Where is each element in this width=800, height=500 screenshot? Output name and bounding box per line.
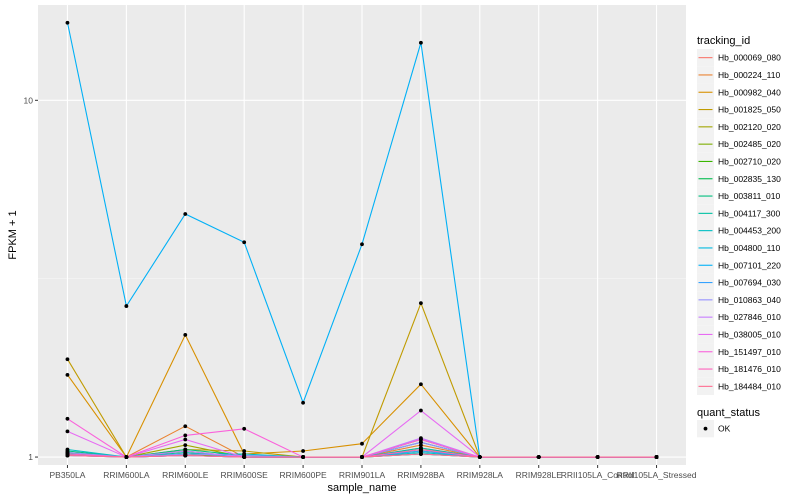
data-point <box>301 400 305 405</box>
data-point <box>65 453 70 458</box>
data-point <box>419 382 423 387</box>
x-tick-label: RRIM600PE <box>279 470 327 480</box>
legend-entry-label: Hb_002120_020 <box>718 122 781 132</box>
data-point <box>419 408 423 413</box>
data-point <box>65 357 70 362</box>
legend-entry-label: Hb_003811_010 <box>718 191 781 201</box>
legend-entry-label: Hb_004800_110 <box>718 243 781 253</box>
data-point <box>419 437 423 442</box>
legend-entry-label: Hb_038005_010 <box>718 329 781 339</box>
data-points <box>65 20 659 459</box>
legend-quant-status: quant_status OK <box>697 407 760 438</box>
legend-entry-label: Hb_007694_030 <box>718 278 781 288</box>
data-point <box>301 455 305 459</box>
legend-entry-label: Hb_151497_010 <box>718 347 781 357</box>
data-point <box>65 429 70 434</box>
data-point <box>477 455 482 459</box>
data-point <box>183 424 188 429</box>
data-point <box>183 449 188 453</box>
legend-entry-label: Hb_001825_050 <box>718 105 781 115</box>
data-point <box>65 20 70 25</box>
data-point <box>183 453 188 458</box>
legend-entry-label: Hb_010863_040 <box>718 295 781 305</box>
legend-entry-label: Hb_000069_080 <box>718 53 781 63</box>
data-point <box>242 455 247 459</box>
x-axis-title: sample_name <box>327 482 396 494</box>
data-point <box>654 455 659 459</box>
legend-entry-label: Hb_000224_110 <box>718 70 781 80</box>
data-point <box>360 441 364 446</box>
legend-entry-label: Hb_002835_130 <box>718 174 781 184</box>
data-point <box>536 455 541 459</box>
data-point <box>65 372 70 377</box>
data-point <box>183 443 188 448</box>
data-point <box>183 332 188 337</box>
data-point <box>419 447 423 452</box>
data-point <box>65 416 70 421</box>
data-point <box>419 452 423 456</box>
x-tick-label: RRIM600LE <box>162 470 209 480</box>
data-point <box>183 212 188 216</box>
legend-entry-label: Hb_004117_300 <box>718 208 781 218</box>
y-tick-label: 10 <box>24 95 34 105</box>
legend-entry-label: OK <box>718 424 731 434</box>
legend-entry-label: Hb_007101_220 <box>718 260 781 270</box>
data-point <box>242 426 247 431</box>
data-point <box>65 447 70 452</box>
data-point <box>242 240 247 245</box>
x-tick-label: RRIM600LA <box>103 470 150 480</box>
data-point <box>124 304 129 308</box>
x-tick-label: RRIM928LE <box>516 470 563 480</box>
legend-tracking-id: tracking_id Hb_000069_080 Hb_000224_110 Hb… <box>697 35 781 395</box>
data-point <box>419 443 423 448</box>
axes: 1 10 PB350LA RRIM600LA RRIM600LE RRIM600SE RRI… <box>24 95 697 480</box>
legend-title-quant-status: quant_status <box>697 407 760 419</box>
legend-entry-label: Hb_181476_010 <box>718 364 781 374</box>
legend-entry-label: Hb_002710_020 <box>718 156 781 166</box>
data-point <box>419 301 423 306</box>
data-point <box>360 242 364 247</box>
x-tick-label: PB350LA <box>49 470 85 480</box>
data-point <box>183 437 188 442</box>
legend-entry-label: Hb_002485_020 <box>718 139 781 149</box>
legend-entry-label: Hb_184484_010 <box>718 381 781 391</box>
data-point <box>419 440 423 445</box>
data-point <box>595 455 600 459</box>
x-tick-label: RRIM928BA <box>397 470 445 480</box>
legend-key-point <box>703 426 708 431</box>
legend-entry-label: Hb_027846_010 <box>718 312 781 322</box>
y-axis-title: FPKM + 1 <box>7 210 19 259</box>
x-tick-label: RRIM928LA <box>457 470 504 480</box>
data-point <box>124 455 129 459</box>
legend-title: tracking_id <box>697 35 750 47</box>
data-point <box>301 449 305 453</box>
y-tick-label: 1 <box>28 452 33 462</box>
legend-entry-label: Hb_000982_040 <box>718 87 781 97</box>
x-tick-label: RRIM600SE <box>221 470 269 480</box>
data-point <box>360 455 364 459</box>
data-point <box>242 449 247 453</box>
x-tick-label: RRII105LA_Control <box>561 470 635 480</box>
legend-entry-label: Hb_004453_200 <box>718 226 781 236</box>
x-tick-label: RRIM901LA <box>339 470 386 480</box>
data-point <box>419 40 423 45</box>
x-tick-label: RRII105LA_Stressed <box>617 470 697 480</box>
data-point <box>183 433 188 438</box>
